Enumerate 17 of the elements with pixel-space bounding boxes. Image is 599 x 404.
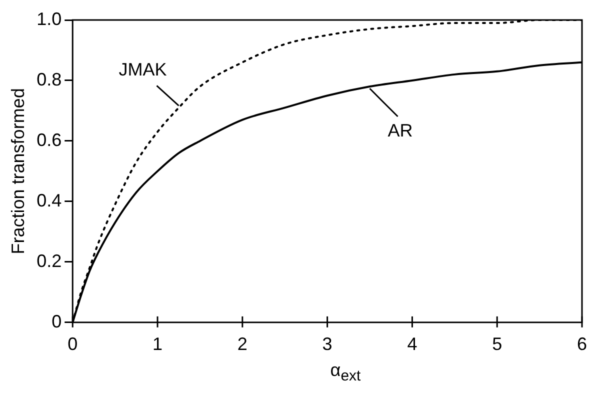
x-tick-label: 6	[576, 334, 587, 354]
x-tick-label: 4	[407, 334, 418, 354]
x-tick-label: 1	[152, 334, 163, 354]
y-tick-label: 0.2	[36, 250, 62, 271]
legend-label: AR	[388, 120, 413, 140]
series-label: JMAK	[118, 60, 167, 80]
x-tick-label: 5	[492, 334, 502, 354]
y-tick-label: 0.8	[36, 69, 62, 90]
y-tick-label: 1.0	[36, 8, 62, 29]
x-axis-title: α$_{ext}$	[329, 360, 362, 385]
y-tick-label: 0.6	[36, 130, 62, 150]
x-tick-label: 0	[68, 334, 78, 354]
y-axis-title: Fraction transformed	[8, 88, 28, 254]
x-tick-label: 3	[322, 334, 332, 354]
y-tick-label: 0.4	[36, 190, 62, 210]
x-tick-label: 2	[237, 334, 248, 354]
y-tick-label: 0	[52, 311, 62, 332]
